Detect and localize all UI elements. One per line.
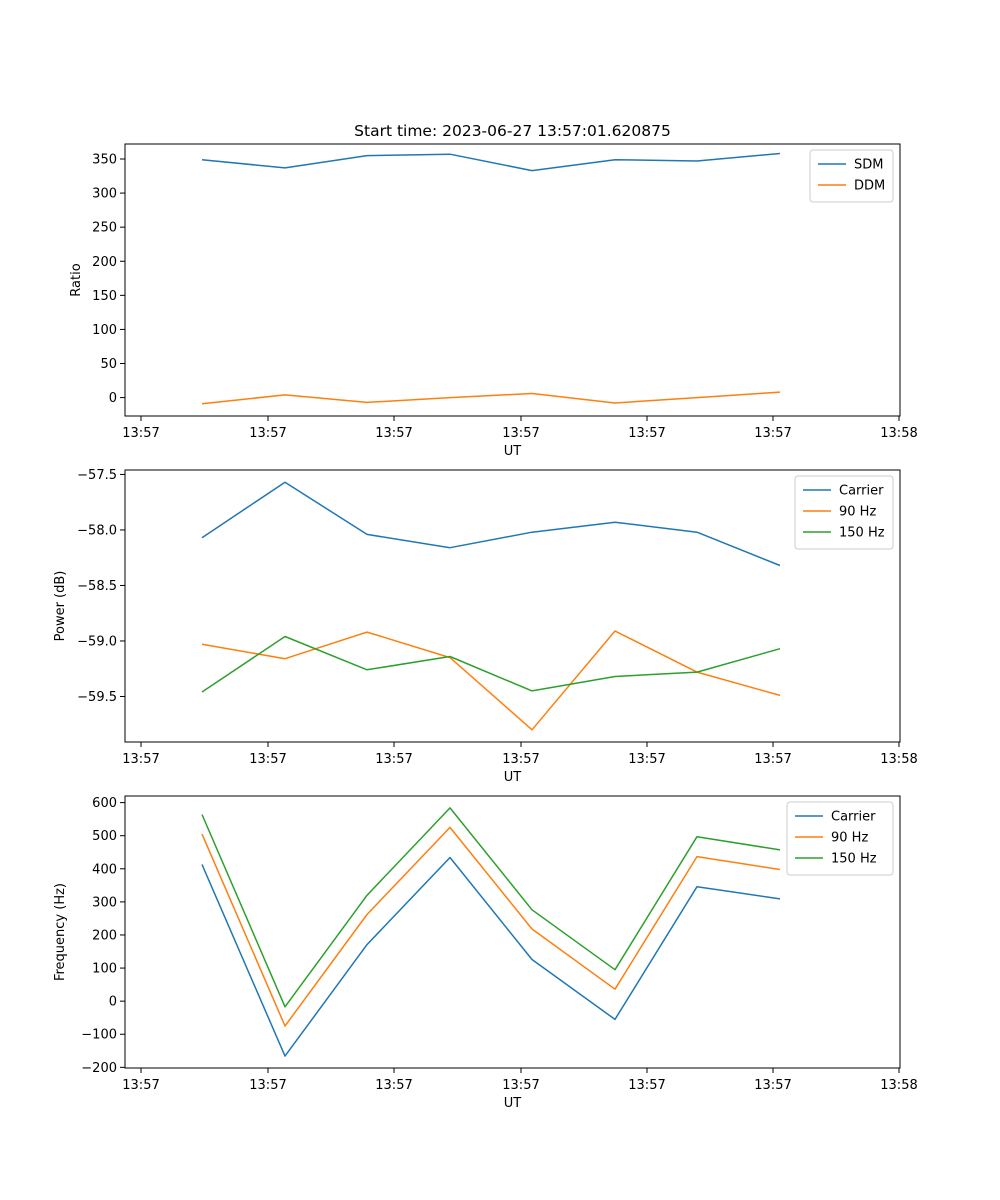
y-axis-label: Power (dB) [53, 571, 68, 642]
x-tick-label: 13:57 [375, 752, 412, 767]
y-tick-label: −100 [81, 1028, 117, 1043]
legend-entry: 150 Hz [831, 852, 877, 867]
y-tick-label: −200 [81, 1061, 117, 1076]
x-tick-label: 13:58 [880, 752, 917, 767]
x-tick-label: 13:57 [502, 1078, 539, 1093]
legend-box [786, 801, 894, 876]
y-tick-label: 350 [92, 152, 117, 167]
y-tick-label: 300 [92, 187, 117, 202]
series-line-90-hz [201, 826, 781, 1027]
series-line-carrier [201, 856, 781, 1057]
x-tick-label: 13:57 [249, 426, 286, 441]
x-tick-label: 13:57 [249, 752, 286, 767]
x-tick-label: 13:57 [122, 426, 159, 441]
legend: Carrier 90 Hz 150 Hz [794, 475, 894, 550]
axes-frame [124, 469, 901, 743]
chart-title: Start time: 2023-06-27 13:57:01.620875 [354, 122, 671, 140]
chart-panel-2: −59.5 −59.0 −58.5 −58.0 −57.5 13:57 13:57 13:57… [53, 468, 918, 785]
x-tick-label: 13:57 [754, 426, 791, 441]
x-axis-label: UT [504, 770, 522, 785]
legend-entry: 90 Hz [831, 831, 868, 846]
y-tick-label: 150 [92, 289, 117, 304]
legend-box [794, 475, 894, 550]
y-tick-label: 0 [109, 391, 117, 406]
legend: Carrier 90 Hz 150 Hz [786, 801, 894, 876]
x-tick-label: 13:57 [502, 426, 539, 441]
series-line-150-hz [201, 807, 781, 1008]
legend-entry: Carrier [839, 484, 884, 499]
y-tick-label: 100 [92, 323, 117, 338]
y-tick-label: −59.0 [77, 634, 117, 649]
y-tick-label: −58.0 [77, 523, 117, 538]
x-axis-label: UT [504, 444, 522, 459]
x-axis-label: UT [504, 1096, 522, 1111]
x-tick-label: 13:58 [880, 1078, 917, 1093]
axes-frame [124, 795, 901, 1069]
x-tick-label: 13:57 [249, 1078, 286, 1093]
series-line-ddm [201, 391, 781, 405]
legend-entry: SDM [854, 158, 883, 173]
y-tick-label: 250 [92, 221, 117, 236]
series-line-150-hz [201, 635, 781, 693]
axes-frame [124, 143, 901, 417]
x-tick-label: 13:57 [502, 752, 539, 767]
x-tick-label: 13:57 [122, 1078, 159, 1093]
chart-panel-3: −200 −100 0 100 200 300 400 500 600 13:57 13:57 13:… [53, 795, 918, 1111]
y-tick-label: 300 [92, 895, 117, 910]
x-tick-label: 13:57 [375, 1078, 412, 1093]
series-line-carrier [201, 481, 781, 567]
y-tick-label: 200 [92, 928, 117, 943]
legend-entry: Carrier [831, 810, 876, 825]
legend-box [809, 149, 894, 203]
y-tick-label: 50 [100, 357, 117, 372]
legend-entry: 150 Hz [839, 526, 885, 541]
legend-entry: DDM [854, 179, 885, 194]
y-tick-label: −59.5 [77, 690, 117, 705]
y-tick-label: 200 [92, 255, 117, 270]
y-tick-label: −58.5 [77, 579, 117, 594]
x-tick-label: 13:58 [880, 426, 917, 441]
legend-entry: 90 Hz [839, 505, 876, 520]
y-tick-label: 100 [92, 962, 117, 977]
y-tick-label: 500 [92, 829, 117, 844]
y-tick-label: 400 [92, 862, 117, 877]
chart-panel-1: 0 50 100 150 200 250 300 350 13:57 13:57 13:57 13:5… [69, 122, 918, 459]
y-tick-label: 600 [92, 796, 117, 811]
x-tick-label: 13:57 [375, 426, 412, 441]
series-line-sdm [201, 152, 781, 172]
x-tick-label: 13:57 [628, 426, 665, 441]
x-tick-label: 13:57 [628, 752, 665, 767]
y-axis-label: Ratio [69, 263, 84, 296]
legend: SDM DDM [809, 149, 894, 203]
x-tick-label: 13:57 [754, 752, 791, 767]
series-line-90-hz [201, 630, 781, 731]
x-tick-label: 13:57 [122, 752, 159, 767]
x-tick-label: 13:57 [754, 1078, 791, 1093]
x-tick-label: 13:57 [628, 1078, 665, 1093]
y-tick-label: 0 [109, 995, 117, 1010]
y-axis-label: Frequency (Hz) [53, 883, 68, 981]
y-tick-label: −57.5 [77, 468, 117, 483]
